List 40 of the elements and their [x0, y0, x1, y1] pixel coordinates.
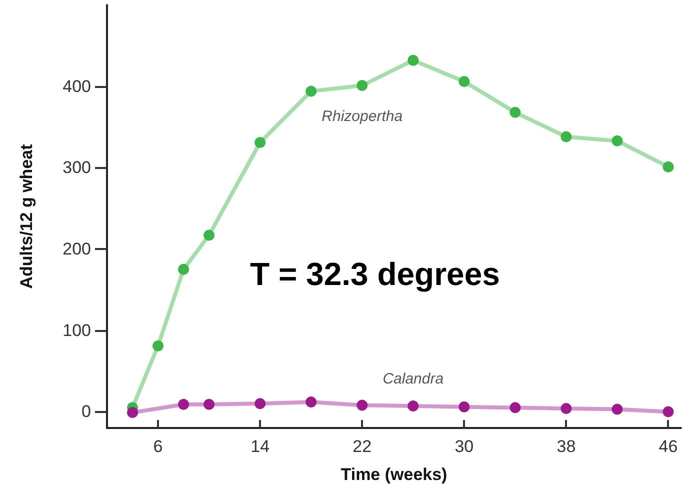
point — [306, 86, 317, 97]
x-tick-label: 14 — [250, 437, 270, 456]
point — [612, 404, 623, 415]
point — [178, 264, 190, 275]
y-tick-label: 100 — [62, 320, 91, 340]
point — [254, 398, 266, 410]
x-tick-label: 6 — [153, 437, 163, 456]
point — [458, 76, 470, 87]
x-axis-title: Time (weeks) — [340, 465, 448, 484]
y-tick-label: 300 — [62, 158, 91, 178]
point — [408, 54, 419, 66]
point — [127, 407, 138, 418]
point — [204, 230, 215, 241]
y-axis-title: Adults/12 g wheat — [17, 144, 36, 289]
point — [152, 340, 164, 352]
series-label: Calandra — [382, 370, 444, 388]
point — [204, 398, 215, 410]
series-label: Rhizopertha — [322, 108, 403, 126]
point — [178, 398, 190, 410]
x-tick-label: 30 — [454, 437, 474, 456]
point — [612, 135, 623, 146]
y-tick-label: 0 — [82, 402, 91, 422]
point — [510, 106, 521, 118]
point — [458, 401, 470, 412]
y-tick-label: 200 — [62, 240, 91, 259]
point — [408, 400, 419, 412]
point — [510, 402, 521, 414]
point — [356, 80, 368, 92]
x-tick-label: 46 — [658, 437, 678, 456]
point — [560, 131, 572, 142]
y-tick-label: 400 — [62, 76, 91, 96]
point — [662, 161, 674, 172]
x-tick-label: 22 — [352, 437, 372, 456]
point — [560, 402, 572, 414]
point — [662, 406, 674, 418]
point — [356, 400, 368, 411]
x-tick-label: 38 — [556, 437, 576, 456]
point — [254, 136, 266, 148]
point — [306, 396, 317, 408]
annotation: T = 32.3 degrees — [250, 256, 500, 292]
